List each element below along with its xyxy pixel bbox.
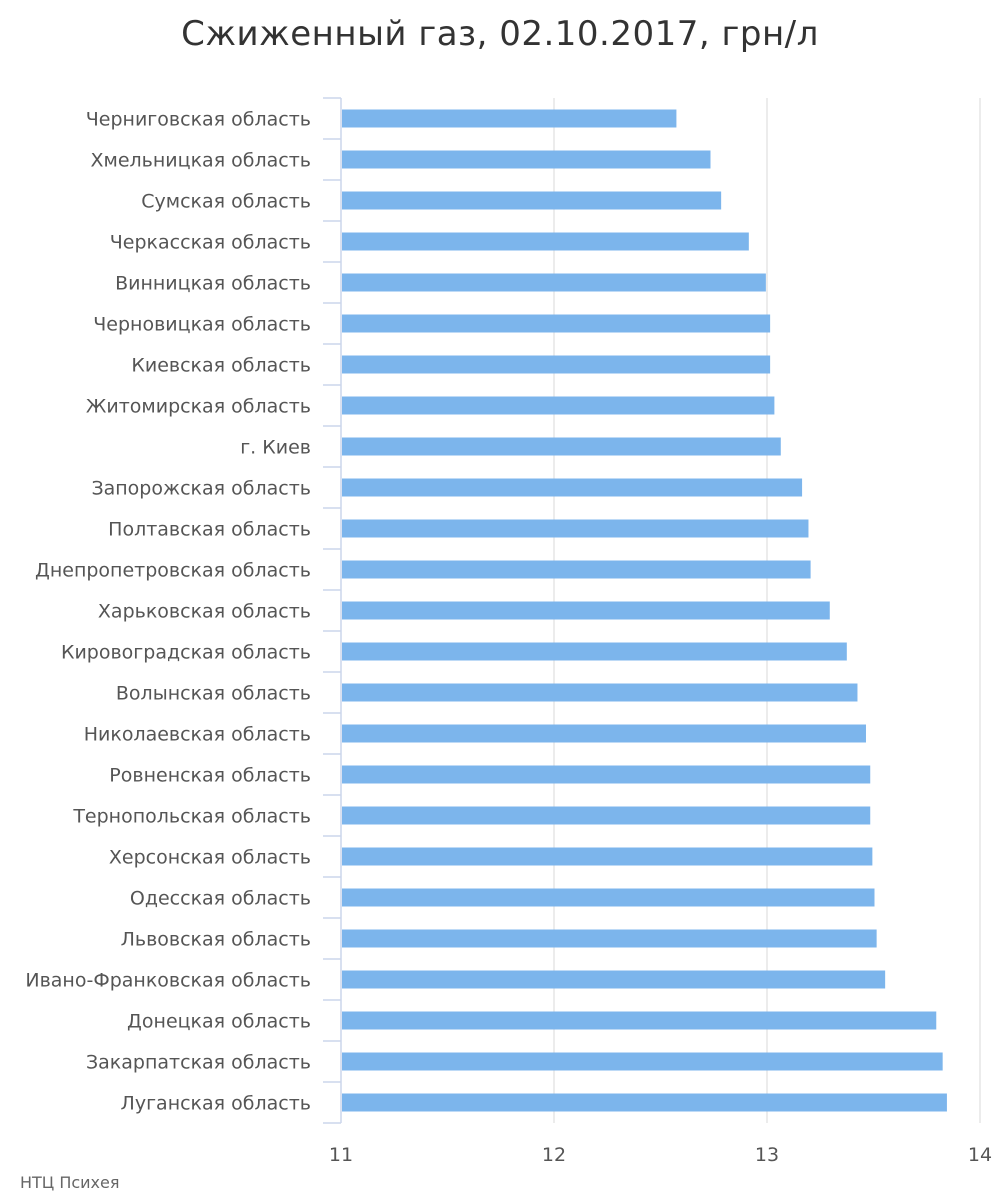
bar bbox=[342, 437, 781, 456]
bar bbox=[342, 970, 886, 989]
category-label: г. Киев bbox=[240, 437, 311, 459]
bar bbox=[342, 232, 749, 251]
bar bbox=[342, 355, 771, 374]
bar bbox=[342, 109, 677, 128]
bar bbox=[342, 1093, 947, 1112]
category-label: Волынская область bbox=[116, 683, 311, 705]
bar bbox=[342, 601, 830, 620]
bar bbox=[342, 519, 809, 538]
category-label: Одесская область bbox=[130, 888, 311, 910]
x-tick-label: 13 bbox=[755, 1144, 779, 1166]
category-label: Николаевская область bbox=[84, 724, 311, 746]
credit-label: НТЦ Психея bbox=[20, 1173, 120, 1192]
category-label: Черкасская область bbox=[110, 232, 311, 254]
category-label: Черниговская область bbox=[86, 109, 311, 131]
category-label: Полтавская область bbox=[108, 519, 311, 541]
category-label: Запорожская область bbox=[91, 478, 311, 500]
bar bbox=[342, 1052, 943, 1071]
bar bbox=[342, 724, 866, 743]
category-label: Харьковская область bbox=[98, 601, 311, 623]
bar bbox=[342, 478, 803, 497]
bar bbox=[342, 191, 722, 210]
bar bbox=[342, 396, 775, 415]
category-label: Киевская область bbox=[131, 355, 311, 377]
category-label: Ровненская область bbox=[109, 765, 311, 787]
chart-title: Сжиженный газ, 02.10.2017, грн/л bbox=[181, 14, 819, 54]
bar bbox=[342, 683, 858, 702]
category-label: Винницкая область bbox=[115, 273, 311, 295]
bar bbox=[342, 765, 871, 784]
category-label: Донецкая область bbox=[127, 1011, 311, 1033]
category-label: Житомирская область bbox=[86, 396, 311, 418]
category-label: Луганская область bbox=[121, 1093, 311, 1115]
category-label: Хмельницкая область bbox=[90, 150, 311, 172]
bar bbox=[342, 806, 871, 825]
category-label: Львовская область bbox=[121, 929, 311, 951]
category-label: Кировоградская область bbox=[61, 642, 311, 664]
bar bbox=[342, 888, 875, 907]
category-label: Херсонская область bbox=[109, 847, 311, 869]
category-label: Сумская область bbox=[141, 191, 311, 213]
x-tick-label: 12 bbox=[542, 1144, 566, 1166]
bar bbox=[342, 150, 711, 169]
bar bbox=[342, 273, 766, 292]
bar bbox=[342, 314, 771, 333]
category-label: Ивано-Франковская область bbox=[25, 970, 311, 992]
bar bbox=[342, 1011, 937, 1030]
x-tick-label: 11 bbox=[329, 1144, 353, 1166]
category-label: Закарпатская область bbox=[86, 1052, 311, 1074]
category-label: Днепропетровская область bbox=[35, 560, 311, 582]
category-label: Черновицкая область bbox=[93, 314, 311, 336]
bar bbox=[342, 929, 877, 948]
bar bbox=[342, 560, 811, 579]
bar bbox=[342, 642, 847, 661]
category-label: Тернопольская область bbox=[72, 806, 311, 828]
x-tick-label: 14 bbox=[968, 1144, 992, 1166]
bar bbox=[342, 847, 873, 866]
